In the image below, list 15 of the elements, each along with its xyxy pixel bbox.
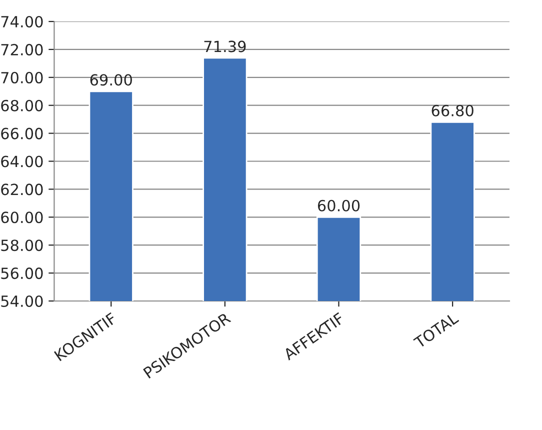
data-label: 66.80 [432, 104, 474, 116]
y-tick-label: 60.00 [1, 212, 43, 224]
data-label: 60.00 [318, 200, 360, 212]
data-label: 69.00 [90, 74, 132, 86]
y-tick-label: 56.00 [1, 268, 43, 280]
y-tick-label: 68.00 [1, 100, 43, 112]
y-tick-label: 72.00 [1, 44, 43, 56]
y-tick-label: 54.00 [1, 295, 43, 308]
y-tick-label: 64.00 [1, 156, 43, 168]
y-tick-label: 58.00 [1, 240, 43, 252]
data-label: 71.39 [204, 40, 246, 52]
y-tick-label: 62.00 [1, 184, 43, 196]
y-tick-label: 74.00 [1, 16, 43, 28]
y-tick-label: 66.00 [1, 128, 43, 140]
y-tick-label: 70.00 [1, 72, 43, 84]
